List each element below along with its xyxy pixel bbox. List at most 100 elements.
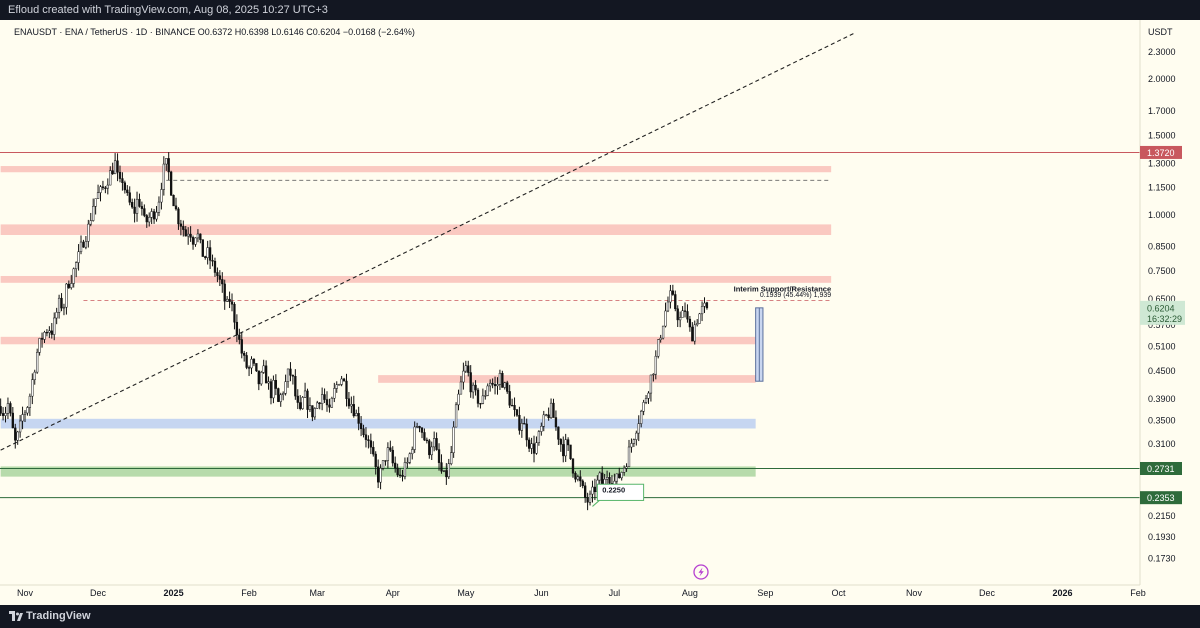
- footer-bar: TradingView: [0, 605, 1200, 628]
- candle-body: [501, 372, 504, 388]
- candle-body: [53, 317, 56, 335]
- candle-body: [586, 497, 589, 503]
- candle-body: [213, 260, 217, 273]
- candle-body: [559, 439, 562, 445]
- price-tag-label: 1.3720: [1147, 148, 1175, 158]
- time-tick: Nov: [17, 588, 34, 598]
- time-tick: Sep: [757, 588, 773, 598]
- candle-body: [291, 375, 295, 377]
- candle-body: [420, 427, 424, 433]
- price-tick: 1.3000: [1148, 159, 1176, 169]
- candle-body: [401, 475, 404, 477]
- candle-body: [106, 184, 109, 189]
- candle-body: [233, 303, 236, 323]
- candle-body: [109, 170, 112, 186]
- candle-body: [118, 171, 122, 179]
- chart-area[interactable]: Interim Support/Resistance 0.1939 (45.44%…: [0, 20, 1200, 605]
- candle-body: [598, 472, 601, 481]
- price-tick: 0.3100: [1148, 439, 1176, 449]
- price-tick: 1.7000: [1148, 106, 1176, 116]
- candle-body: [26, 407, 29, 414]
- candle-body: [123, 182, 127, 191]
- candle-body: [537, 431, 541, 443]
- candle-body: [82, 241, 85, 248]
- candle-body: [208, 247, 212, 261]
- candle-body: [413, 426, 416, 450]
- candle-body: [79, 241, 83, 253]
- candle-body: [491, 382, 494, 385]
- time-axis[interactable]: Nov Dec 2025 Feb Mar Apr May Jun Jul Aug Sep Oct Nov…: [0, 584, 1200, 605]
- candle-body: [440, 462, 443, 472]
- currency-label: USDT: [1148, 27, 1173, 37]
- candle-body: [515, 409, 519, 416]
- candle-body: [700, 306, 704, 315]
- candle-body: [681, 310, 684, 318]
- candle-body: [96, 192, 100, 199]
- candle-body: [269, 381, 273, 399]
- candle-body: [579, 476, 582, 482]
- candle-body: [620, 472, 623, 479]
- zone-red: [0, 166, 832, 173]
- candle-body: [335, 384, 338, 389]
- candle-body: [340, 378, 343, 385]
- candle-body: [588, 493, 592, 503]
- candle-body: [67, 283, 70, 288]
- candle-body: [169, 171, 173, 196]
- price-tick: 0.4500: [1148, 366, 1176, 376]
- candle-body: [510, 404, 514, 407]
- symbol-legend: ENAUSDT · ENA / TetherUS · 1D · BINANCE …: [14, 27, 415, 37]
- zone-red: [0, 336, 756, 345]
- candle-body: [471, 384, 475, 393]
- trendline: [0, 32, 856, 451]
- price-axis[interactable]: USDT 2.3000 2.0000 1.7000 1.5000 1.3000 1.1500…: [1139, 20, 1200, 605]
- candle-body: [87, 223, 90, 242]
- candle-body: [23, 412, 27, 415]
- candle-body: [506, 382, 509, 392]
- candle-body: [381, 460, 385, 469]
- candle-body: [84, 241, 88, 248]
- candle-body: [294, 376, 297, 397]
- candle-body: [618, 473, 621, 479]
- time-tick: Jun: [534, 588, 549, 598]
- candle-body: [379, 468, 382, 483]
- candle-body: [11, 412, 14, 429]
- candle-body: [250, 358, 253, 369]
- candle-body: [642, 402, 645, 412]
- candle-body: [277, 388, 280, 402]
- candle-body: [518, 414, 521, 431]
- candle-body: [36, 352, 39, 373]
- candle-body: [496, 384, 499, 387]
- candle-body: [649, 374, 653, 394]
- candle-body: [447, 463, 450, 478]
- candle-body: [57, 297, 61, 313]
- candle-body: [476, 389, 480, 404]
- candle-body: [301, 397, 304, 409]
- candle-body: [223, 283, 226, 302]
- candle-body: [16, 431, 19, 441]
- candle-body: [703, 302, 706, 307]
- candle-body: [43, 332, 46, 340]
- candle-body: [99, 186, 102, 193]
- candle-body: [274, 380, 278, 389]
- candle-body: [564, 439, 567, 457]
- candle-body: [671, 290, 674, 295]
- candle-body: [640, 411, 643, 424]
- current-price-tag: [1140, 300, 1185, 325]
- candle-body: [523, 423, 526, 425]
- candle-body: [311, 405, 314, 418]
- candle-body: [484, 395, 487, 397]
- candle-body: [338, 384, 341, 386]
- candle-body: [306, 390, 309, 410]
- candle-body: [398, 474, 402, 476]
- candle-body: [279, 394, 282, 402]
- candle-body: [442, 470, 446, 472]
- candle-body: [603, 479, 606, 485]
- candle-body: [303, 390, 307, 398]
- price-tick: 0.3900: [1148, 394, 1176, 404]
- candle-body: [374, 453, 377, 468]
- candle-body: [0, 406, 2, 414]
- time-tick: Mar: [310, 588, 326, 598]
- candle-body: [333, 388, 336, 399]
